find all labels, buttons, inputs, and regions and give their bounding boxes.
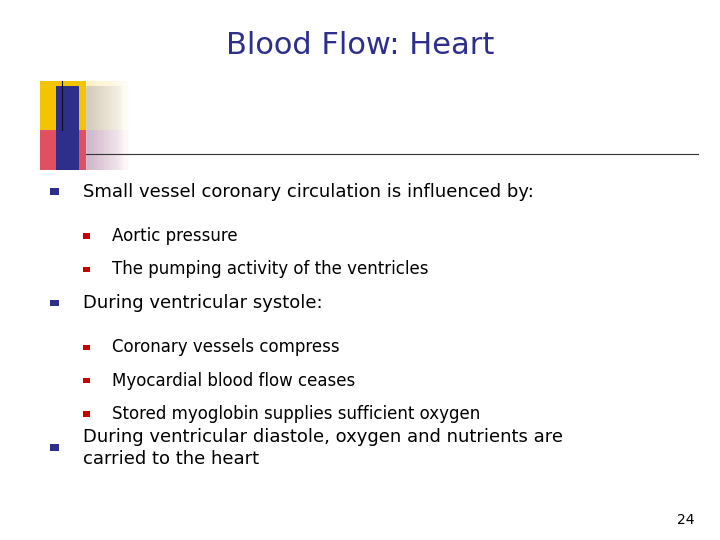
- Text: Aortic pressure: Aortic pressure: [112, 227, 237, 245]
- Bar: [104, 86, 108, 170]
- Text: 24: 24: [678, 512, 695, 526]
- Bar: [50, 188, 59, 195]
- Bar: [115, 130, 120, 170]
- Bar: [110, 86, 114, 170]
- Text: Myocardial blood flow ceases: Myocardial blood flow ceases: [112, 372, 355, 390]
- Bar: [87, 130, 91, 170]
- Bar: [96, 130, 100, 170]
- Bar: [100, 130, 104, 170]
- Bar: [126, 130, 130, 170]
- Bar: [87, 81, 91, 130]
- Bar: [80, 86, 84, 170]
- Bar: [40, 81, 86, 130]
- Bar: [40, 130, 86, 170]
- Bar: [83, 378, 90, 383]
- Bar: [83, 345, 90, 350]
- Text: During ventricular systole:: During ventricular systole:: [83, 294, 323, 312]
- Bar: [94, 81, 98, 130]
- Bar: [78, 86, 82, 170]
- Bar: [50, 300, 59, 306]
- Bar: [120, 81, 124, 130]
- Bar: [114, 86, 119, 170]
- Text: The pumping activity of the ventricles: The pumping activity of the ventricles: [112, 260, 428, 279]
- Bar: [126, 81, 130, 130]
- Bar: [109, 130, 113, 170]
- Bar: [111, 130, 115, 170]
- Bar: [122, 130, 126, 170]
- Bar: [56, 86, 79, 170]
- Bar: [50, 444, 59, 451]
- Text: Coronary vessels compress: Coronary vessels compress: [112, 338, 339, 356]
- Bar: [85, 130, 89, 170]
- Bar: [89, 130, 94, 170]
- Text: Stored myoglobin supplies sufficient oxygen: Stored myoglobin supplies sufficient oxy…: [112, 405, 480, 423]
- Bar: [109, 81, 113, 130]
- Bar: [124, 130, 128, 170]
- Bar: [94, 130, 98, 170]
- Text: During ventricular diastole, oxygen and nutrients are
carried to the heart: During ventricular diastole, oxygen and …: [83, 428, 563, 468]
- Text: Blood Flow: Heart: Blood Flow: Heart: [226, 31, 494, 60]
- Bar: [91, 130, 96, 170]
- Bar: [112, 86, 117, 170]
- Bar: [97, 86, 102, 170]
- Bar: [104, 130, 109, 170]
- Bar: [119, 86, 123, 170]
- Bar: [102, 81, 107, 130]
- Bar: [120, 130, 124, 170]
- Bar: [89, 86, 93, 170]
- Bar: [83, 267, 90, 272]
- Bar: [107, 81, 111, 130]
- Bar: [84, 86, 89, 170]
- Bar: [115, 81, 120, 130]
- Bar: [93, 86, 97, 170]
- Bar: [117, 130, 122, 170]
- Bar: [86, 86, 91, 170]
- Bar: [99, 86, 104, 170]
- Bar: [106, 86, 110, 170]
- Bar: [107, 130, 111, 170]
- Bar: [122, 81, 126, 130]
- Bar: [96, 81, 100, 130]
- Bar: [83, 233, 90, 239]
- Bar: [91, 86, 95, 170]
- Bar: [108, 86, 112, 170]
- Bar: [117, 86, 121, 170]
- Bar: [95, 86, 99, 170]
- Bar: [100, 81, 104, 130]
- Bar: [124, 81, 128, 130]
- Bar: [85, 81, 89, 130]
- Bar: [83, 411, 90, 417]
- Text: Small vessel coronary circulation is influenced by:: Small vessel coronary circulation is inf…: [83, 183, 534, 201]
- Bar: [82, 86, 86, 170]
- Bar: [117, 81, 122, 130]
- Bar: [98, 81, 102, 130]
- Bar: [102, 86, 106, 170]
- Bar: [113, 81, 117, 130]
- Bar: [98, 130, 102, 170]
- Bar: [102, 130, 107, 170]
- Bar: [104, 81, 109, 130]
- Bar: [111, 81, 115, 130]
- Bar: [113, 130, 117, 170]
- Bar: [89, 81, 94, 130]
- Bar: [91, 81, 96, 130]
